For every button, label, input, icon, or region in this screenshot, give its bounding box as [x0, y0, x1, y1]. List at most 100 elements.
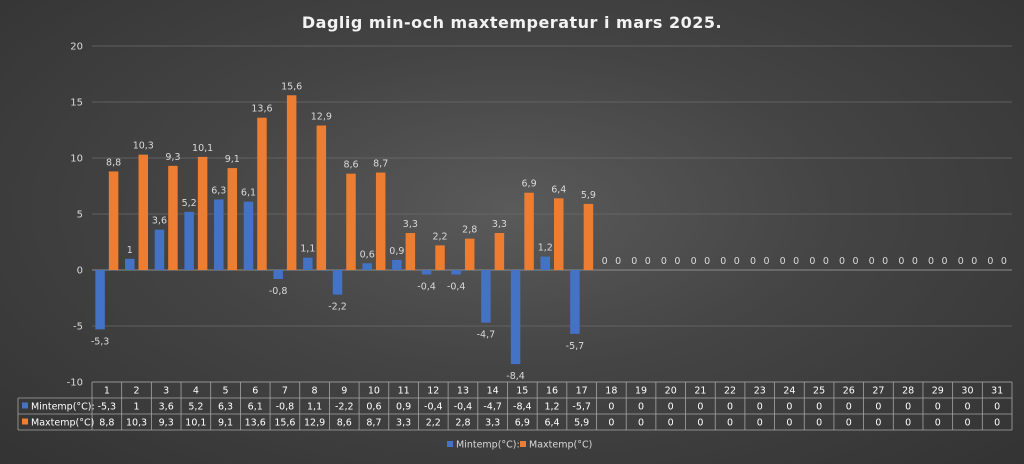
min-temp-bar	[95, 270, 105, 330]
max-temp-data-label: 9,1	[225, 154, 240, 165]
min-temp-data-label: -0,8	[269, 286, 288, 297]
max-temp-bar	[346, 173, 356, 270]
min-temp-bar	[184, 211, 194, 270]
max-temp-data-label: 8,7	[373, 159, 388, 170]
table-cell: 8,8	[99, 418, 114, 429]
legend-entry: Maxtemp(°C)	[529, 440, 592, 451]
min-temp-data-label: -2,2	[328, 302, 347, 313]
min-temp-data-label: -5,7	[566, 341, 585, 352]
max-temp-data-label: 0	[763, 256, 769, 267]
min-temp-data-label: 0	[780, 256, 786, 267]
table-cell: 6,9	[515, 418, 530, 429]
min-temp-data-label: 1,2	[538, 243, 553, 254]
min-temp-bar	[214, 199, 224, 270]
x-category-label: 5	[223, 386, 229, 397]
x-category-label: 2	[133, 386, 139, 397]
table-cell: 15,6	[274, 418, 295, 429]
min-temp-bar	[421, 270, 432, 275]
table-cell: 0	[786, 402, 792, 413]
table-cell: 0,6	[366, 402, 381, 413]
data-labels: -5,313,65,26,3 6,1-0,81,1-2,20,6 0,9-0,4 -0…	[91, 81, 1007, 382]
max-temp-bar	[583, 203, 594, 270]
y-axis-tick-labels: -10 -5 0 5 10 15 20	[67, 42, 83, 389]
x-category-label: 13	[457, 386, 469, 397]
max-temp-data-label: 0	[734, 256, 740, 267]
table-cell: 0	[935, 418, 941, 429]
max-temp-data-label: 0	[882, 256, 888, 267]
max-temp-bar	[197, 156, 208, 270]
min-temp-data-label: 0	[809, 256, 815, 267]
table-cell: 1,2	[544, 402, 559, 413]
max-temp-data-label: 13,6	[251, 104, 272, 115]
min-temp-data-label: 0	[661, 256, 667, 267]
max-temp-data-label: 3,3	[492, 219, 507, 230]
min-temp-data-label: 6,3	[211, 185, 226, 196]
min-temp-data-label: 3,6	[152, 216, 167, 227]
table-cell: 0	[816, 402, 822, 413]
x-category-label: 23	[754, 386, 766, 397]
x-category-label: 12	[427, 386, 439, 397]
table-cell: 0	[757, 402, 763, 413]
min-temp-bar	[510, 270, 521, 365]
min-temp-bar	[303, 257, 313, 270]
max-temp-data-label: 0	[704, 256, 710, 267]
min-temp-bar	[540, 256, 550, 270]
bars	[95, 95, 594, 365]
y-tick-label: -5	[73, 322, 83, 333]
min-temp-data-label: 0	[928, 256, 934, 267]
max-temp-data-label: 0	[823, 256, 829, 267]
table-cell: 0	[638, 402, 644, 413]
min-temp-bar	[570, 270, 580, 334]
max-temp-data-label: 0	[912, 256, 918, 267]
max-temp-bar	[554, 198, 564, 270]
table-cell: 2,8	[455, 418, 470, 429]
max-temp-data-label: 6,9	[522, 179, 537, 190]
table-cell: 8,6	[337, 418, 352, 429]
max-temp-data-label: 0	[1001, 256, 1007, 267]
table-cell: 0	[994, 402, 1000, 413]
table-cell: 3,3	[396, 418, 411, 429]
table-cell: 0	[875, 402, 881, 413]
min-temp-bar	[243, 201, 254, 270]
table-cell: 0	[668, 402, 674, 413]
min-temp-bar	[362, 263, 372, 270]
max-temp-bar	[108, 171, 119, 270]
x-category-label: 7	[282, 386, 288, 397]
max-temp-bar	[494, 233, 505, 270]
x-category-label: 3	[163, 386, 169, 397]
min-temp-bar	[392, 259, 402, 270]
table-cell: 0	[727, 418, 733, 429]
table-cell: 9,3	[159, 418, 174, 429]
y-tick-label: 5	[77, 210, 83, 221]
table-cell: 0	[994, 418, 1000, 429]
x-category-label: 6	[252, 386, 258, 397]
min-temp-data-label: 1,1	[300, 244, 315, 255]
x-category-label: 8	[312, 386, 318, 397]
y-tick-label: 0	[77, 266, 83, 277]
max-temp-data-label: 12,9	[311, 112, 332, 123]
table-cell: 6,3	[218, 402, 233, 413]
x-category-label: 10	[368, 386, 380, 397]
x-category-label: 29	[932, 386, 944, 397]
table-cell: 0	[697, 402, 703, 413]
table-cell: 0	[935, 402, 941, 413]
table-cell: 1	[133, 402, 139, 413]
table-cell: 0	[638, 418, 644, 429]
table-legend-key	[22, 418, 28, 425]
x-category-label: 31	[991, 386, 1003, 397]
max-temp-bar	[316, 125, 327, 271]
max-temp-data-label: 0	[645, 256, 651, 267]
data-table: 1 2 3 4 5 6 7 8 9 10 11 12 13 14 15 16 17 18 19 20 21 22 23 24 2…	[17, 381, 1013, 431]
min-temp-bar	[125, 258, 135, 270]
table-cell: 0	[964, 402, 970, 413]
max-temp-bar	[168, 165, 178, 270]
min-temp-bar	[332, 270, 343, 295]
table-cell: 8,7	[366, 418, 381, 429]
table-cell: 3,6	[159, 402, 174, 413]
min-temp-data-label: -8,4	[506, 371, 525, 382]
min-temp-data-label: 0,6	[360, 249, 375, 260]
max-temp-bar	[435, 245, 445, 270]
min-temp-data-label: 0	[987, 256, 993, 267]
table-cell: 0	[964, 418, 970, 429]
x-category-label: 19	[635, 386, 647, 397]
